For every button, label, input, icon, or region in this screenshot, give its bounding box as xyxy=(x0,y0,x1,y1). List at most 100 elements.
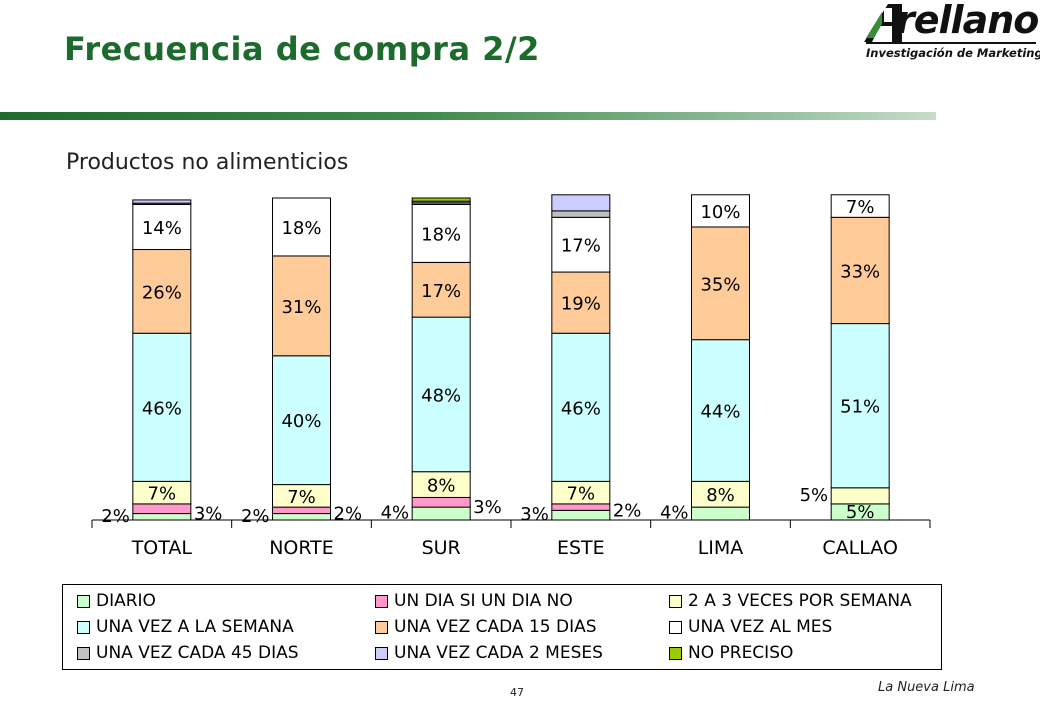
data-label-callao-2-a-3-veces-por-semana: 5% xyxy=(800,485,829,506)
legend-item-una-vez-cada-2-meses: UNA VEZ CADA 2 MESES xyxy=(375,641,603,665)
bar-callao-una-vez-cada-15-dias xyxy=(830,216,890,325)
data-label-norte-una-vez-al-mes: 18% xyxy=(281,218,321,239)
bar-lima-una-vez-al-mes xyxy=(691,194,750,228)
data-label-lima-una-vez-a-la-semana: 44% xyxy=(700,402,740,423)
bar-este-un-dia-si-un-dia-no xyxy=(551,503,611,511)
logo-underline xyxy=(866,42,1036,44)
legend-label: 2 A 3 VECES POR SEMANA xyxy=(688,591,912,611)
data-label-norte-una-vez-a-la-semana: 40% xyxy=(281,411,321,432)
bar-callao-una-vez-al-mes xyxy=(830,194,890,218)
legend-item-2-a-3-veces-por-semana: 2 A 3 VECES POR SEMANA xyxy=(669,589,912,613)
data-label-total-diario: 2% xyxy=(101,506,130,527)
bar-norte-una-vez-cada-15-dias xyxy=(272,255,331,357)
bar-norte-una-vez-a-la-semana xyxy=(272,355,331,486)
data-label-callao-una-vez-a-la-semana: 51% xyxy=(840,397,880,418)
data-label-lima-2-a-3-veces-por-semana: 8% xyxy=(706,485,735,506)
data-label-total-una-vez-a-la-semana: 46% xyxy=(142,398,182,419)
data-label-sur-una-vez-al-mes: 18% xyxy=(421,224,461,245)
data-label-norte-2-a-3-veces-por-semana: 7% xyxy=(287,487,316,508)
header-divider xyxy=(0,112,936,120)
legend-label: UNA VEZ A LA SEMANA xyxy=(96,617,294,637)
data-label-sur-un-dia-si-un-dia-no: 3% xyxy=(473,497,502,518)
legend-swatch xyxy=(77,646,90,660)
arellano-logo: rellano Investigación de Marketing xyxy=(862,0,1040,64)
x-tick-label-sur: SUR xyxy=(422,537,461,559)
data-label-este-un-dia-si-un-dia-no: 2% xyxy=(613,500,642,521)
data-label-este-una-vez-cada-15-dias: 19% xyxy=(561,294,601,315)
legend-item-diario: DIARIO xyxy=(77,589,156,613)
x-tick-label-lima: LIMA xyxy=(698,537,744,559)
data-label-norte-una-vez-cada-15-dias: 31% xyxy=(281,297,321,318)
data-label-sur-2-a-3-veces-por-semana: 8% xyxy=(427,476,456,497)
bar-sur-una-vez-cada-15-dias xyxy=(411,261,471,318)
data-label-callao-una-vez-al-mes: 7% xyxy=(846,197,875,218)
bar-norte-diario xyxy=(272,513,331,521)
data-label-este-una-vez-al-mes: 17% xyxy=(561,236,601,257)
chart-legend: DIARIO UN DIA SI UN DIA NO 2 A 3 VECES POR… xyxy=(62,584,942,670)
bar-total-un-dia-si-un-dia-no xyxy=(132,503,192,515)
data-label-este-2-a-3-veces-por-semana: 7% xyxy=(567,484,596,505)
data-label-norte-diario: 2% xyxy=(241,506,270,527)
data-label-total-un-dia-si-un-dia-no: 3% xyxy=(194,504,223,525)
chart-subtitle: Productos no alimenticios xyxy=(66,150,349,175)
bar-sur-una-vez-a-la-semana xyxy=(411,316,471,473)
legend-item-una-vez-cada-15-dias: UNA VEZ CADA 15 DIAS xyxy=(375,615,597,639)
data-label-total-2-a-3-veces-por-semana: 7% xyxy=(148,484,177,505)
bar-total-diario xyxy=(132,513,192,521)
bar-sur-no-preciso xyxy=(411,197,471,202)
x-tick-label-este: ESTE xyxy=(557,537,605,559)
bar-callao-2-a-3-veces-por-semana xyxy=(830,487,890,505)
data-label-lima-diario: 4% xyxy=(660,503,689,524)
data-label-norte-un-dia-si-un-dia-no: 2% xyxy=(334,504,363,525)
data-label-este-una-vez-a-la-semana: 46% xyxy=(561,398,601,419)
bar-norte-una-vez-al-mes xyxy=(272,197,331,257)
x-tick-label-callao: CALLAO xyxy=(822,537,898,559)
bar-total-una-vez-cada-15-dias xyxy=(132,249,192,334)
bar-sur-2-a-3-veces-por-semana xyxy=(411,471,471,498)
bar-norte-un-dia-si-un-dia-no xyxy=(272,506,331,515)
bar-total-una-vez-a-la-semana xyxy=(132,332,192,482)
legend-swatch xyxy=(669,646,682,660)
legend-swatch xyxy=(375,594,388,608)
bar-este-una-vez-cada-15-dias xyxy=(551,271,611,334)
data-label-lima-una-vez-al-mes: 10% xyxy=(700,202,740,223)
data-label-sur-diario: 4% xyxy=(381,503,410,524)
data-label-este-diario: 3% xyxy=(520,504,549,525)
legend-item-un-dia-si-un-dia-no: UN DIA SI UN DIA NO xyxy=(375,589,573,613)
legend-label: DIARIO xyxy=(96,591,156,611)
bar-este-una-vez-cada-2-meses xyxy=(551,194,611,212)
legend-item-una-vez-al-mes: UNA VEZ AL MES xyxy=(669,615,832,639)
footer-note: La Nueva Lima xyxy=(878,680,975,695)
legend-item-una-vez-a-la-semana: UNA VEZ A LA SEMANA xyxy=(77,615,294,639)
bar-total-una-vez-al-mes xyxy=(132,203,192,251)
logo-tagline: Investigación de Marketing xyxy=(866,46,1040,60)
bar-callao-una-vez-a-la-semana xyxy=(830,323,890,489)
bar-lima-diario xyxy=(691,506,750,521)
legend-swatch xyxy=(375,646,388,660)
data-label-callao-diario: 5% xyxy=(846,502,875,523)
bar-este-una-vez-al-mes xyxy=(551,216,611,273)
legend-swatch xyxy=(669,620,682,634)
arellano-logo-icon xyxy=(864,4,902,42)
logo-wordmark: rellano xyxy=(896,0,1039,42)
legend-label: UNA VEZ CADA 45 DIAS xyxy=(96,643,299,663)
x-tick-label-total: TOTAL xyxy=(131,537,193,559)
legend-label: UNA VEZ CADA 2 MESES xyxy=(394,643,603,663)
legend-label: UNA VEZ AL MES xyxy=(688,617,833,637)
legend-label: UN DIA SI UN DIA NO xyxy=(394,591,573,611)
bar-este-una-vez-a-la-semana xyxy=(551,332,611,482)
page-title: Frecuencia de compra 2/2 xyxy=(64,30,540,68)
legend-swatch xyxy=(375,620,388,634)
legend-label: UNA VEZ CADA 15 DIAS xyxy=(394,617,597,637)
legend-item-no-preciso: NO PRECISO xyxy=(669,641,793,665)
bar-lima-una-vez-cada-15-dias xyxy=(691,226,750,341)
legend-item-una-vez-cada-45-dias: UNA VEZ CADA 45 DIAS xyxy=(77,641,299,665)
bar-total-una-vez-cada-2-meses xyxy=(132,199,192,204)
bar-sur-diario xyxy=(411,506,471,521)
bar-lima-una-vez-a-la-semana xyxy=(691,339,750,482)
data-label-lima-una-vez-cada-15-dias: 35% xyxy=(700,274,740,295)
legend-swatch xyxy=(77,594,90,608)
bar-este-una-vez-cada-45-dias xyxy=(551,210,611,218)
legend-swatch xyxy=(669,594,682,608)
bar-este-diario xyxy=(551,509,611,521)
